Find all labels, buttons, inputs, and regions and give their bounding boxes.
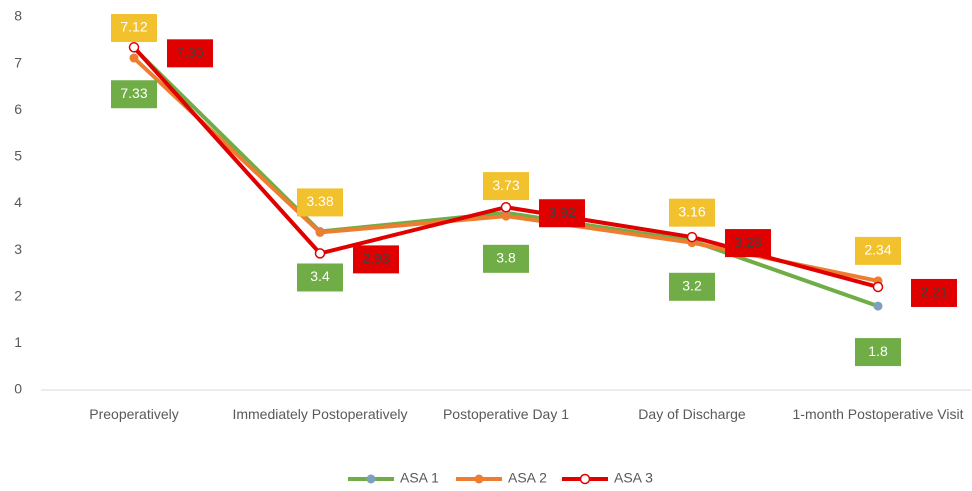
- legend-marker: [366, 474, 376, 484]
- data-label-box: [855, 236, 901, 265]
- x-tick-label: Day of Discharge: [638, 406, 746, 422]
- data-label: 3.8: [496, 250, 516, 266]
- data-label-box: [725, 229, 771, 258]
- data-label-box: [483, 244, 529, 273]
- marker: [873, 301, 883, 311]
- y-tick-label: 2: [14, 287, 22, 303]
- marker: [872, 281, 884, 293]
- marker: [501, 211, 511, 221]
- legend-marker: [474, 474, 484, 484]
- data-label: 3.38: [306, 193, 333, 209]
- data-label: 3.2: [682, 278, 702, 294]
- y-tick-label: 5: [14, 148, 22, 164]
- data-label: 3.73: [492, 177, 519, 193]
- data-label-box: [297, 188, 343, 217]
- data-label-box: [669, 272, 715, 301]
- y-tick-label: 0: [14, 381, 22, 397]
- y-tick-label: 3: [14, 241, 22, 257]
- data-label: 2.34: [864, 242, 891, 258]
- y-tick-label: 4: [14, 194, 22, 210]
- marker: [315, 227, 325, 237]
- y-tick-label: 1: [14, 334, 22, 350]
- x-tick-label: Postoperative Day 1: [442, 406, 570, 422]
- marker: [129, 53, 139, 63]
- data-label-box: [539, 199, 585, 228]
- data-label: 2.21: [920, 284, 947, 300]
- legend-label: ASA 1: [400, 470, 439, 486]
- y-tick-label: 7: [14, 54, 22, 70]
- marker: [314, 248, 326, 259]
- data-label: 3.4: [310, 268, 330, 284]
- y-tick-label: 8: [14, 8, 22, 24]
- marker: [500, 201, 512, 213]
- x-tick-label: Preoperatively: [89, 406, 179, 422]
- data-label: 7.35: [176, 44, 203, 60]
- data-label-box: [855, 338, 901, 367]
- data-label-box: [353, 245, 399, 274]
- data-label-box: [111, 80, 157, 109]
- legend-label: ASA 2: [508, 470, 547, 486]
- data-label: 2.93: [362, 250, 389, 266]
- x-tick-label: 1-month Postoperative Visit: [792, 406, 964, 422]
- data-label: 3.16: [678, 203, 705, 219]
- data-label: 3.28: [734, 234, 761, 250]
- data-label-box: [911, 278, 957, 307]
- x-tick-label: Immediately Postoperatively: [232, 406, 408, 422]
- y-tick-label: 6: [14, 101, 22, 117]
- data-label: 3.92: [548, 204, 575, 220]
- legend-marker: [579, 473, 591, 485]
- data-label: 7.12: [120, 19, 147, 35]
- legend-label: ASA 3: [614, 470, 653, 486]
- marker: [128, 42, 140, 53]
- data-label-box: [297, 263, 343, 292]
- data-label-box: [483, 172, 529, 201]
- data-label-box: [111, 14, 157, 43]
- data-label-box: [669, 198, 715, 227]
- marker: [686, 231, 698, 243]
- data-label: 1.8: [868, 343, 888, 359]
- data-label-box: [167, 39, 213, 68]
- data-label: 7.33: [120, 85, 147, 101]
